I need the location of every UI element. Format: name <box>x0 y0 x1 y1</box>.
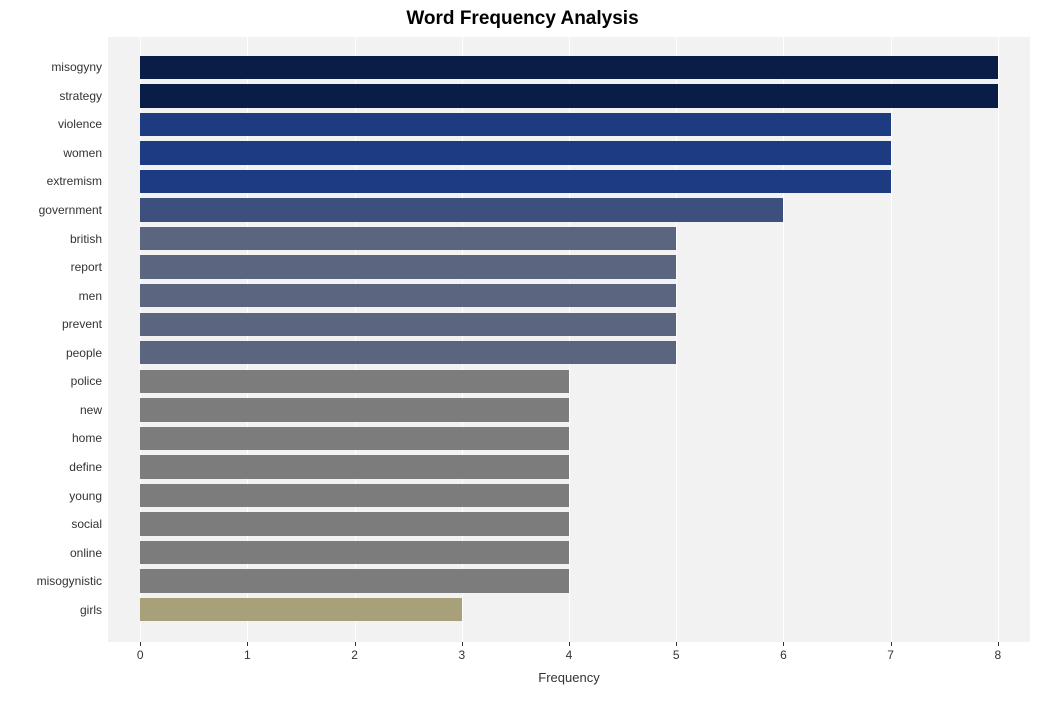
bar <box>140 370 569 393</box>
y-tick-label: strategy <box>59 89 102 103</box>
bar-row: new <box>108 396 1030 425</box>
bar-row: report <box>108 253 1030 282</box>
y-tick-label: people <box>66 346 102 360</box>
x-tick-label: 3 <box>458 648 465 662</box>
x-tick-label: 2 <box>351 648 358 662</box>
bar-row: online <box>108 538 1030 567</box>
bar-row: british <box>108 224 1030 253</box>
bar-row: misogynistic <box>108 567 1030 596</box>
bar <box>140 541 569 564</box>
y-tick-label: government <box>39 203 102 217</box>
x-tick-label: 0 <box>137 648 144 662</box>
bar-row: home <box>108 424 1030 453</box>
x-tick-label: 6 <box>780 648 787 662</box>
bar-row: social <box>108 510 1030 539</box>
x-tick-label: 1 <box>244 648 251 662</box>
x-tick-label: 7 <box>887 648 894 662</box>
x-tick <box>140 642 141 646</box>
bar <box>140 170 890 193</box>
bar-row: government <box>108 196 1030 225</box>
y-tick-label: social <box>71 517 102 531</box>
y-tick-label: violence <box>58 117 102 131</box>
x-tick-label: 5 <box>673 648 680 662</box>
bar <box>140 598 462 621</box>
bar-row: violence <box>108 110 1030 139</box>
x-tick <box>676 642 677 646</box>
x-tick <box>783 642 784 646</box>
bar <box>140 255 676 278</box>
bar <box>140 569 569 592</box>
y-tick-label: define <box>69 460 102 474</box>
bar-row: define <box>108 453 1030 482</box>
y-tick-label: young <box>69 489 102 503</box>
x-tick <box>998 642 999 646</box>
x-tick <box>569 642 570 646</box>
bar <box>140 398 569 421</box>
x-tick <box>355 642 356 646</box>
bar <box>140 455 569 478</box>
y-tick-label: police <box>71 374 102 388</box>
chart-title: Word Frequency Analysis <box>0 8 1045 30</box>
x-tick <box>891 642 892 646</box>
bar-row: prevent <box>108 310 1030 339</box>
bar <box>140 341 676 364</box>
wordfreq-chart: Word Frequency Analysis misogynystrategy… <box>0 0 1045 701</box>
bar-row: extremism <box>108 167 1030 196</box>
bar <box>140 198 783 221</box>
bar <box>140 84 998 107</box>
plot-area: misogynystrategyviolencewomenextremismgo… <box>108 37 1030 642</box>
bar-row: police <box>108 367 1030 396</box>
bar <box>140 427 569 450</box>
y-tick-label: home <box>72 431 102 445</box>
y-tick-label: women <box>63 146 102 160</box>
bar <box>140 313 676 336</box>
bar <box>140 141 890 164</box>
bar <box>140 512 569 535</box>
bar-row: men <box>108 281 1030 310</box>
x-tick-label: 8 <box>994 648 1001 662</box>
y-tick-label: british <box>70 232 102 246</box>
x-tick <box>462 642 463 646</box>
y-tick-label: online <box>70 546 102 560</box>
bar-row: strategy <box>108 82 1030 111</box>
y-tick-label: report <box>71 260 102 274</box>
bar <box>140 484 569 507</box>
bar <box>140 284 676 307</box>
bar-row: girls <box>108 595 1030 624</box>
bar <box>140 113 890 136</box>
y-tick-label: men <box>79 289 102 303</box>
y-tick-label: extremism <box>47 174 102 188</box>
y-tick-label: new <box>80 403 102 417</box>
bar-row: young <box>108 481 1030 510</box>
x-tick-label: 4 <box>566 648 573 662</box>
y-tick-label: misogynistic <box>37 574 102 588</box>
x-axis: 0 1 2 3 4 5 6 7 8 <box>108 642 1030 672</box>
x-axis-label: Frequency <box>108 670 1030 685</box>
y-tick-label: misogyny <box>51 60 102 74</box>
bar-row: people <box>108 339 1030 368</box>
x-tick <box>247 642 248 646</box>
y-tick-label: girls <box>80 603 102 617</box>
bar <box>140 227 676 250</box>
bar-row: women <box>108 139 1030 168</box>
bar-row: misogyny <box>108 53 1030 82</box>
bar <box>140 56 998 79</box>
y-tick-label: prevent <box>62 317 102 331</box>
